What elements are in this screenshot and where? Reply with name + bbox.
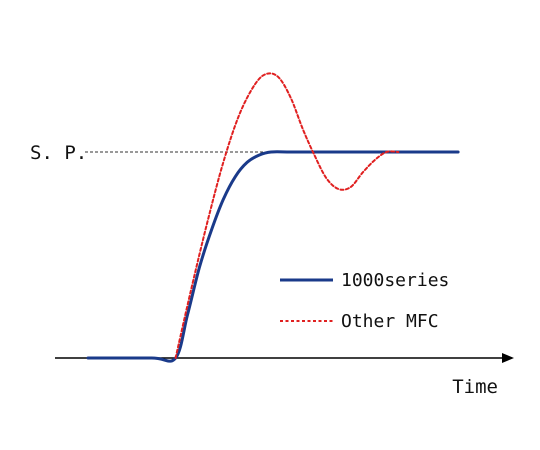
legend-label-1000series: 1000series xyxy=(341,270,449,291)
x-axis-label: Time xyxy=(452,376,498,398)
series-line-1000series xyxy=(86,150,460,363)
legend-label-other-mfc: Other MFC xyxy=(341,311,439,332)
series-line-other-mfc xyxy=(174,72,400,359)
legend: 1000series Other MFC xyxy=(280,270,449,332)
setpoint-label: S. P. xyxy=(30,142,87,164)
